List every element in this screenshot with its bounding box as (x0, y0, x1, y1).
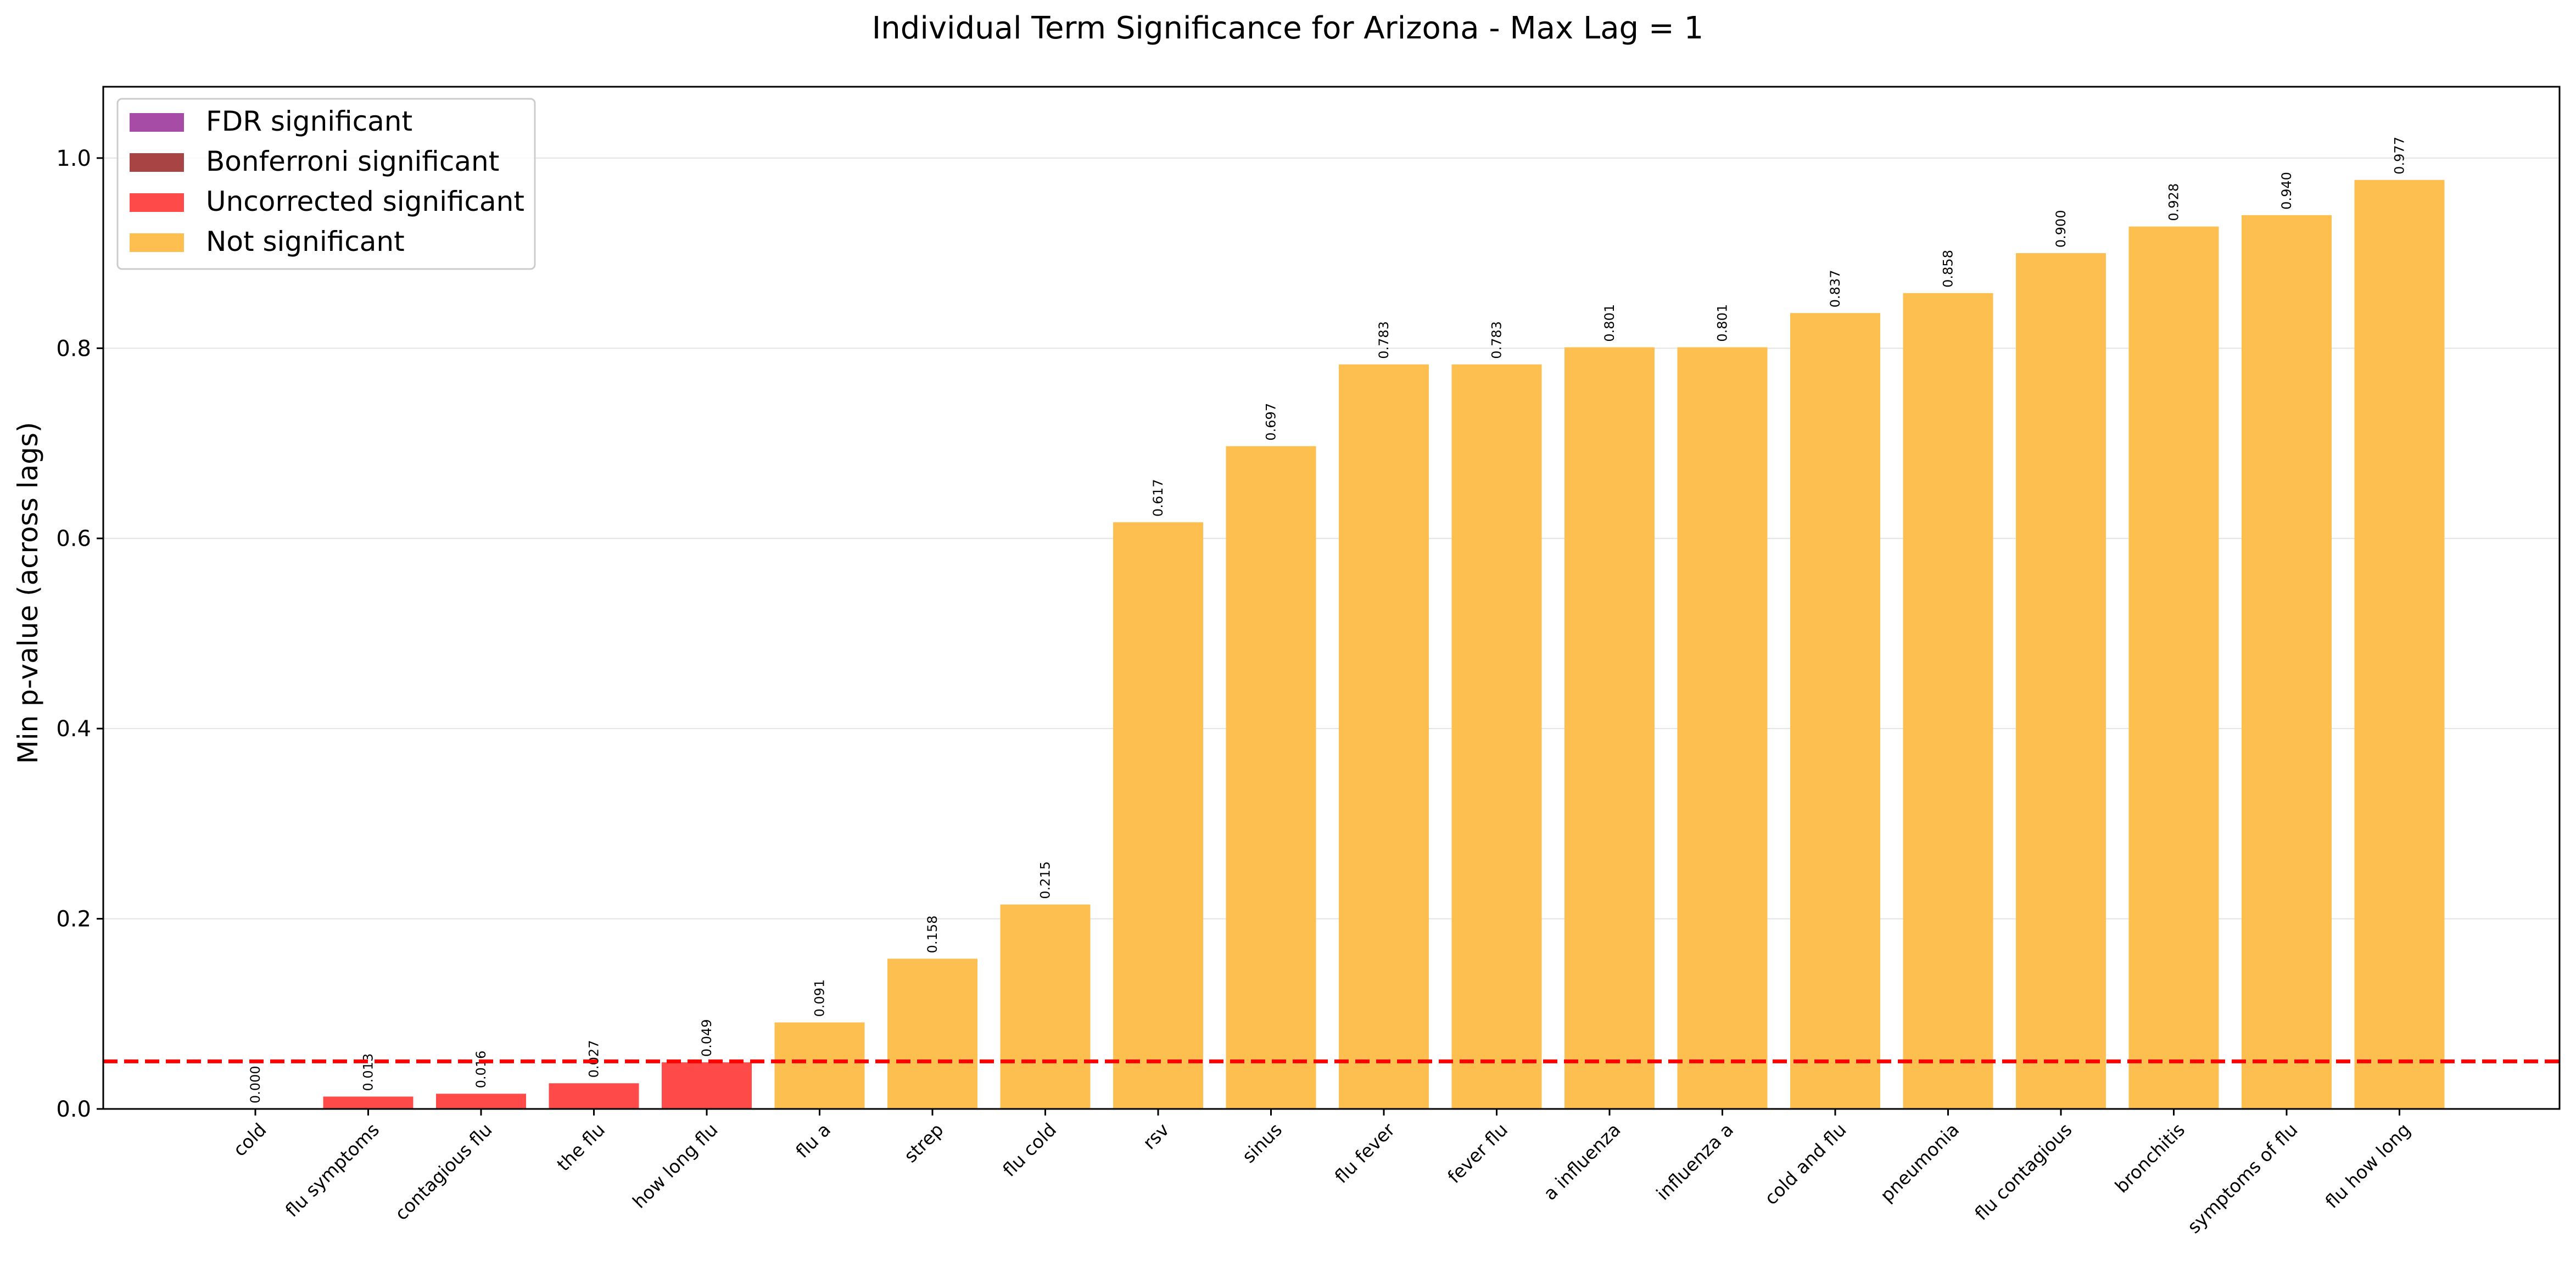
bar-value-label: 0.783 (1489, 321, 1505, 359)
y-tick-label: 1.0 (56, 146, 91, 171)
bar (1000, 904, 1091, 1109)
bar (1677, 347, 1768, 1109)
bar-value-label: 0.016 (473, 1051, 489, 1089)
legend-box (116, 98, 536, 270)
x-tick-label: flu a (791, 1119, 835, 1162)
bar (887, 959, 977, 1109)
bar (436, 1094, 526, 1109)
legend-swatch (130, 193, 184, 212)
y-tick-label: 0.4 (56, 716, 91, 742)
x-tick-label: rsv (1139, 1119, 1174, 1153)
x-tick-label: symptoms of flu (2183, 1119, 2301, 1237)
bar-value-label: 0.783 (1376, 321, 1392, 359)
x-tick-label: sinus (1238, 1119, 1286, 1167)
legend-swatch (130, 153, 184, 172)
y-tick-label: 0.0 (56, 1097, 91, 1122)
bar-value-label: 0.049 (699, 1019, 714, 1057)
legend-label: Not significant (206, 226, 405, 257)
x-axis: cold flu symptoms contagious flu the flu how… (229, 1109, 2415, 1237)
x-tick-label: a influenza (1539, 1119, 1625, 1204)
x-tick-label: flu fever (1331, 1119, 1399, 1187)
bar-value-label: 0.000 (248, 1066, 263, 1103)
y-axis: 0.0 0.2 0.4 0.6 0.8 1.0 (56, 146, 103, 1122)
x-tick-label: pneumonia (1876, 1119, 1963, 1206)
legend-label: Bonferroni significant (206, 145, 499, 177)
y-tick-label: 0.2 (56, 907, 91, 932)
x-tick-label: contagious flu (390, 1119, 496, 1224)
bar-value-label: 0.091 (812, 979, 828, 1017)
x-tick-label: bronchitis (2111, 1119, 2189, 1197)
x-tick-label: flu how long (2321, 1119, 2415, 1212)
y-tick-label: 0.8 (56, 336, 91, 361)
legend-swatch (130, 113, 184, 132)
bar (549, 1083, 639, 1109)
bar-value-label: 0.158 (925, 916, 940, 954)
chart-title: Individual Term Significance for Arizona… (872, 10, 1703, 46)
x-tick-label: the flu (552, 1119, 609, 1175)
x-tick-label: fever flu (1443, 1119, 1512, 1187)
bar (1564, 347, 1655, 1109)
bar-value-label: 0.027 (586, 1040, 602, 1078)
bar (323, 1096, 413, 1109)
bar (2354, 180, 2445, 1109)
bar-value-label: 0.977 (2392, 137, 2407, 175)
x-tick-label: how long flu (628, 1119, 722, 1212)
bar-value-label: 0.215 (1038, 861, 1053, 899)
bar (662, 1062, 752, 1109)
bar-value-label: 0.013 (361, 1053, 376, 1091)
plot-frame (102, 86, 2561, 1110)
bar-value-label: 0.900 (2053, 210, 2069, 248)
bar (1226, 446, 1316, 1109)
bar (1339, 364, 1429, 1109)
bar-value-label: 0.697 (1264, 403, 1279, 441)
x-tick-label: influenza a (1652, 1119, 1737, 1204)
legend-swatch (130, 233, 184, 252)
legend-label: Uncorrected significant (206, 186, 524, 217)
x-tick-label: cold and flu (1760, 1119, 1850, 1209)
x-tick-label: flu cold (998, 1119, 1060, 1181)
bar (774, 1022, 865, 1109)
bar-value-label: 0.928 (2166, 183, 2182, 221)
bar (1451, 364, 1542, 1109)
bar-value-label: 0.617 (1150, 479, 1166, 517)
bar (1113, 522, 1203, 1109)
bar-value-label: 0.837 (1828, 270, 1843, 308)
bar (1903, 293, 1993, 1109)
bar (1790, 313, 1880, 1109)
legend: FDR significant Bonferroni significant Unc… (116, 98, 536, 270)
x-tick-label: flu symptoms (281, 1119, 383, 1221)
x-tick-label: cold (229, 1119, 271, 1161)
y-tick-label: 0.6 (56, 526, 91, 552)
bar-value-label: 0.801 (1715, 304, 1730, 342)
legend-label: FDR significant (206, 105, 412, 137)
bar (2242, 215, 2332, 1109)
y-axis-label: Min p-value (across lags) (12, 422, 44, 764)
x-tick-label: flu contagious (1970, 1119, 2076, 1224)
bar-value-label: 0.801 (1602, 304, 1617, 342)
x-tick-label: strep (900, 1119, 948, 1167)
bars: 0.000 0.013 0.016 0.027 0.049 0.091 0.158 0.215… (248, 137, 2445, 1109)
bar (2016, 253, 2106, 1109)
bar (2128, 226, 2219, 1109)
bar-value-label: 0.858 (1941, 250, 1956, 288)
bar-value-label: 0.940 (2279, 172, 2294, 210)
